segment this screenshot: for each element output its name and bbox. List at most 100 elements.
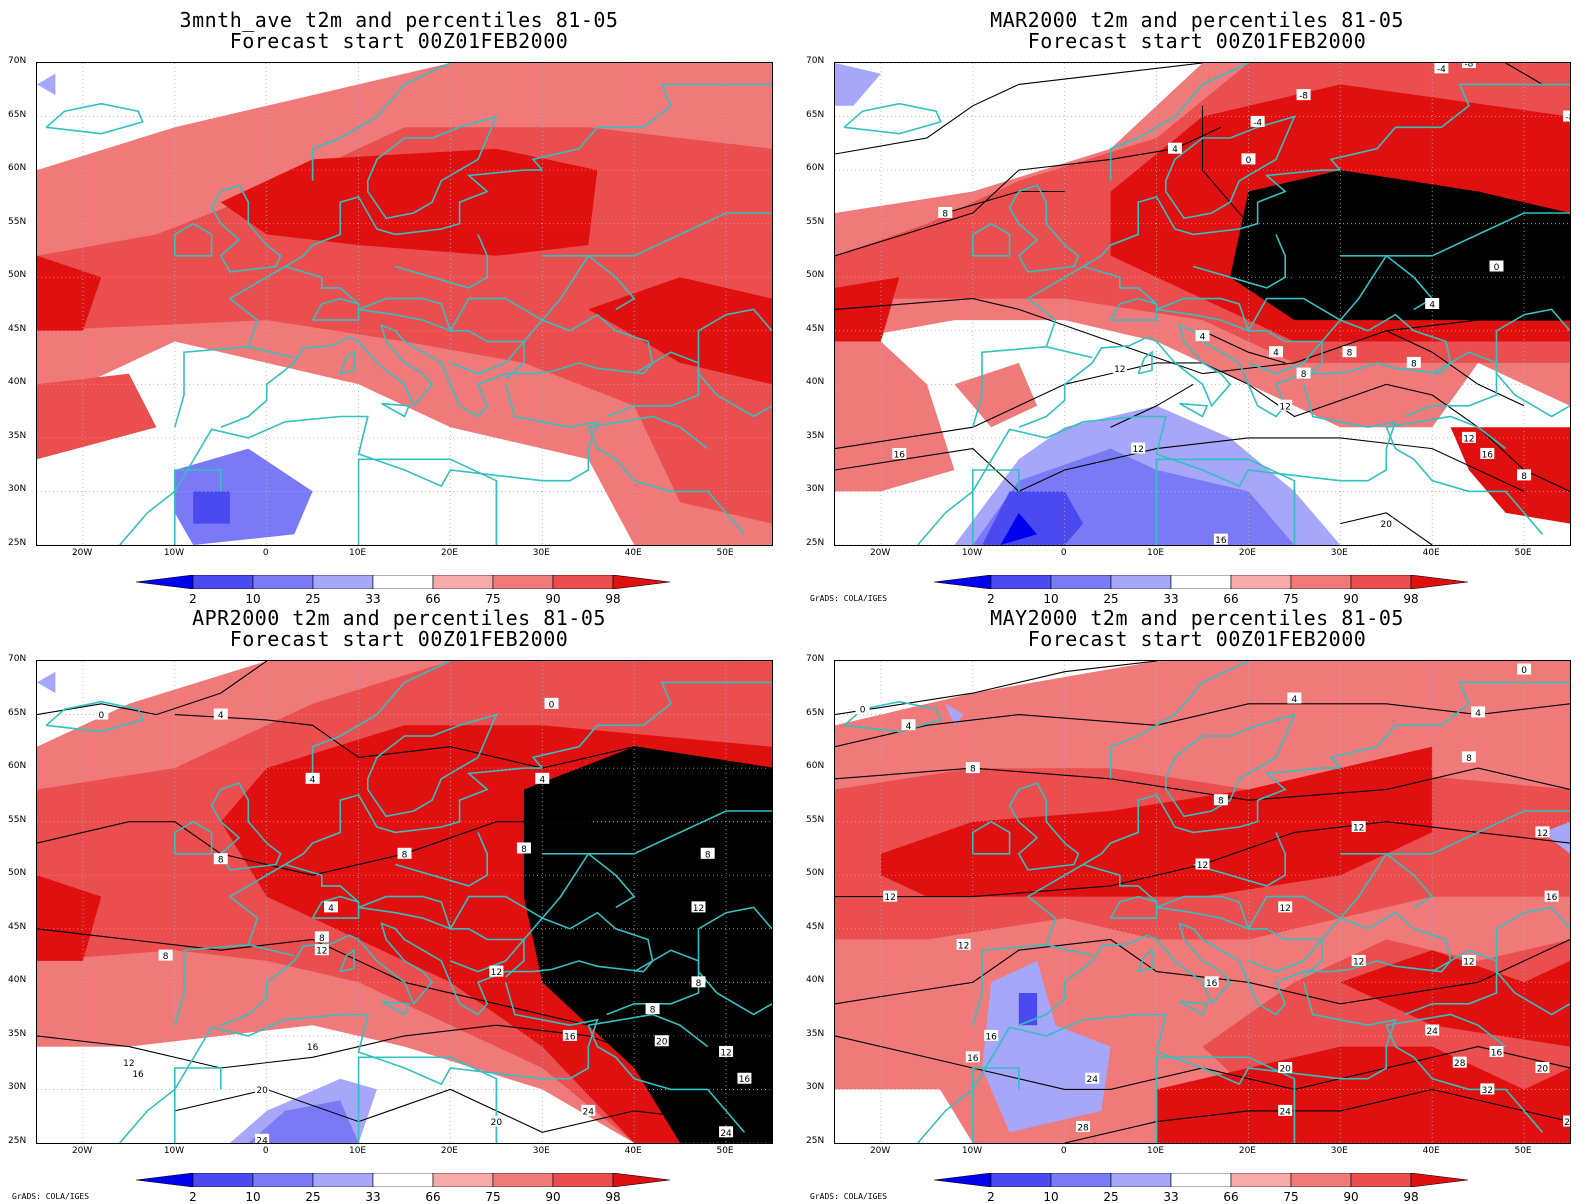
- latitude-label: 25N: [8, 1136, 27, 1146]
- percentile-shade: [37, 671, 56, 694]
- colorbar-swatch: [192, 1173, 254, 1187]
- colorbar-label: 33: [1163, 592, 1179, 606]
- colorbar-label: 2: [189, 592, 197, 606]
- map-svg: [37, 63, 772, 545]
- colorbar-swatch: [990, 575, 1052, 589]
- contour-label-bg: [1461, 63, 1476, 68]
- coastline: [367, 713, 498, 818]
- coastline: [367, 115, 498, 220]
- coastline: [1329, 83, 1570, 171]
- coastline: [210, 782, 282, 871]
- map-svg: 0 44 4088884121281212161620161216202024242…: [37, 661, 772, 1143]
- contour-label: 8: [163, 952, 169, 962]
- contour-label-bg: [1461, 751, 1476, 763]
- latitude-label: 50N: [8, 868, 27, 879]
- temperature-contour: [37, 1024, 772, 1090]
- contour-label: 4: [1475, 709, 1481, 719]
- contour-label-bg: [1241, 153, 1256, 165]
- temperature-contour: [835, 661, 1157, 716]
- coastline: [1340, 853, 1434, 909]
- coastline: [358, 297, 452, 333]
- latitude-label: 35N: [8, 1028, 27, 1039]
- contour-label: 28: [1454, 1059, 1466, 1069]
- map-svg: 4 8 4 4 0 0 12 12 12 16 12 16 8 20 -4 -8 -4 -8 -8 8 8 4 8 16: [835, 63, 1570, 545]
- contour-label: 8: [970, 765, 976, 775]
- latitude-label: 35N: [806, 430, 825, 441]
- contour-label: 16: [1206, 979, 1218, 989]
- latitude-label: 45N: [8, 323, 27, 334]
- contour-label: 0: [1521, 666, 1527, 676]
- percentile-shade: [248, 1100, 359, 1143]
- latitude-label: 30N: [806, 484, 825, 495]
- contour-label-bg: [131, 1067, 146, 1079]
- contour-label-bg: [965, 762, 980, 774]
- map-plot-area: 4 8 4 4 0 0 12 12 12 16 12 16 8 20 -4 -8 -4 -8 -8 8 8 4 8 16: [834, 62, 1571, 546]
- contour-label-bg: [1480, 447, 1495, 459]
- coastline: [698, 308, 772, 332]
- contour-label-bg: [1406, 356, 1421, 368]
- contour-label-bg: [1535, 826, 1550, 838]
- coastline: [1082, 863, 1158, 903]
- longitude-label: 0: [1060, 1146, 1067, 1156]
- contour-label-bg: [489, 1115, 504, 1127]
- percentile-shade: [1340, 950, 1570, 1047]
- latitude-label: 30N: [8, 484, 27, 495]
- longitude-label: 30E: [532, 548, 550, 558]
- contour-label: 8: [705, 850, 711, 860]
- contour-label: 12: [123, 1059, 134, 1069]
- coastline: [1018, 313, 1452, 428]
- contour-label: 20: [1537, 1065, 1549, 1075]
- longitude-label: 20W: [71, 548, 93, 558]
- latitude-label: 50N: [806, 868, 825, 879]
- coastline: [1018, 911, 1452, 1026]
- colorbar-swatch: [312, 1173, 374, 1187]
- contour-label-bg: [544, 697, 559, 709]
- contour-label-bg: [255, 1083, 270, 1095]
- colorbar-label: 33: [365, 592, 381, 606]
- latitude-label: 65N: [806, 109, 825, 120]
- coastline: [1165, 713, 1296, 818]
- coastline: [119, 384, 599, 545]
- contour-label: 12: [958, 941, 969, 951]
- coastline: [606, 949, 700, 1016]
- coastline: [395, 234, 488, 289]
- latitude-label: 70N: [8, 654, 27, 664]
- coastline: [45, 700, 144, 733]
- grads-credit: GrADS: COLA/IGES: [12, 1192, 90, 1201]
- coastline: [1165, 115, 1296, 220]
- coastline: [220, 313, 654, 428]
- longitude-label: 30E: [1330, 548, 1348, 558]
- contour-label: 12: [1132, 445, 1143, 455]
- contour-label-bg: [1480, 1083, 1495, 1095]
- contour-label: 12: [316, 947, 327, 957]
- colorbar-label: 90: [545, 1190, 561, 1204]
- coastline: [1193, 832, 1286, 887]
- contour-label: 16: [894, 450, 906, 460]
- contour-label: 28: [1077, 1123, 1089, 1133]
- colorbar-swatch: [1230, 1173, 1292, 1187]
- longitude-label: 10W: [163, 1146, 185, 1156]
- longitude-label: 50E: [1514, 1146, 1532, 1156]
- contour-label-bg: [1517, 469, 1532, 481]
- latitude-label: 70N: [806, 654, 825, 664]
- contour-label-bg: [1434, 63, 1449, 74]
- contour-label: 4: [1273, 349, 1279, 359]
- coastline: [357, 1056, 498, 1143]
- coastline: [587, 1024, 746, 1133]
- contour-label-bg: [691, 976, 706, 988]
- contour-label-bg: [1489, 260, 1504, 272]
- contour-label: 4: [328, 904, 334, 914]
- contour-label: 12: [720, 1048, 731, 1058]
- latitude-label: 45N: [806, 323, 825, 334]
- coastline: [248, 346, 295, 359]
- coastline: [1404, 351, 1498, 418]
- longitude-label: 0: [1060, 548, 1067, 558]
- coastline: [1404, 949, 1498, 1016]
- coastline: [1495, 330, 1570, 418]
- coastline: [917, 384, 1397, 545]
- coastline: [450, 928, 526, 973]
- contour-label-bg: [397, 847, 412, 859]
- percentile-shade: [835, 277, 900, 342]
- colorbar-label: 98: [605, 1190, 621, 1204]
- contour-label-bg: [700, 847, 715, 859]
